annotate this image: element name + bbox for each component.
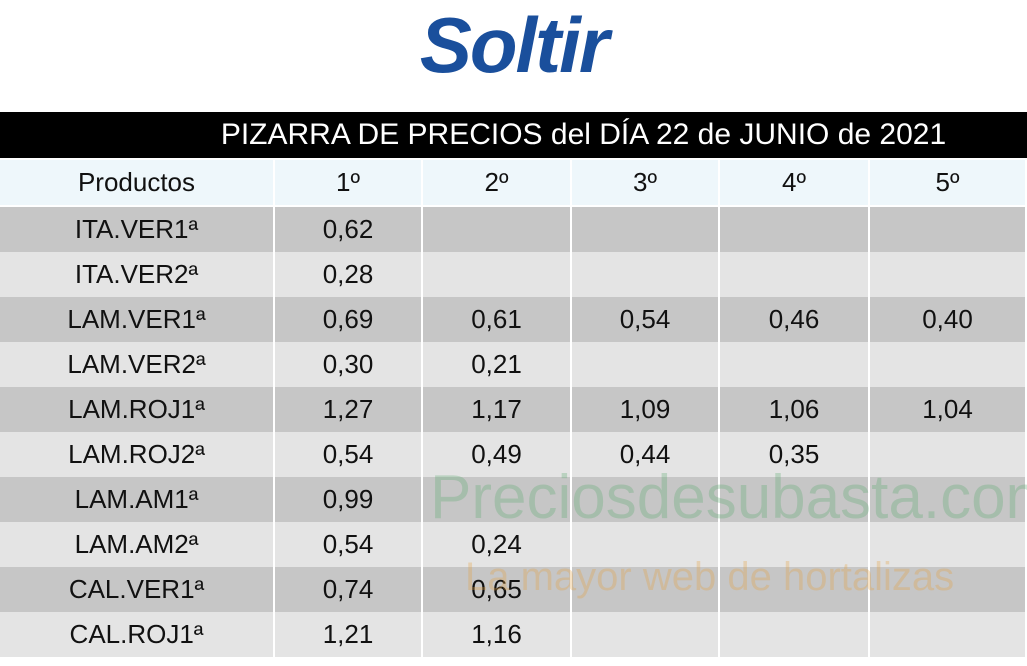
product-cell: CAL.VER1ª [0, 567, 275, 612]
price-cell: 0,40 [870, 297, 1027, 342]
product-cell: ITA.VER2ª [0, 252, 275, 297]
product-cell: LAM.VER1ª [0, 297, 275, 342]
empty-cell [423, 477, 572, 522]
price-cell: 1,27 [275, 387, 423, 432]
price-cell: 0,24 [423, 522, 572, 567]
price-cell: 0,65 [423, 567, 572, 612]
product-cell: LAM.AM2ª [0, 522, 275, 567]
column-header: 4º [720, 160, 870, 205]
price-cell: 0,28 [275, 252, 423, 297]
empty-cell [870, 252, 1027, 297]
empty-cell [870, 567, 1027, 612]
empty-cell [720, 522, 870, 567]
price-cell: 0,54 [275, 522, 423, 567]
logo-text: Soltir [419, 1, 609, 89]
price-cell: 0,69 [275, 297, 423, 342]
empty-cell [870, 342, 1027, 387]
product-cell: ITA.VER1ª [0, 207, 275, 252]
product-cell: LAM.ROJ1ª [0, 387, 275, 432]
empty-cell [720, 612, 870, 657]
price-cell: 0,54 [572, 297, 720, 342]
price-cell: 0,46 [720, 297, 870, 342]
empty-cell [423, 252, 572, 297]
empty-cell [870, 432, 1027, 477]
price-cell: 0,30 [275, 342, 423, 387]
empty-cell [572, 477, 720, 522]
price-cell: 0,21 [423, 342, 572, 387]
price-cell: 1,06 [720, 387, 870, 432]
column-header: 5º [870, 160, 1027, 205]
empty-cell [870, 207, 1027, 252]
price-cell: 0,54 [275, 432, 423, 477]
price-cell: 0,99 [275, 477, 423, 522]
empty-cell [870, 522, 1027, 567]
empty-cell [572, 567, 720, 612]
price-cell: 0,44 [572, 432, 720, 477]
price-cell: 1,16 [423, 612, 572, 657]
column-header: 2º [423, 160, 572, 205]
price-cell: 0,61 [423, 297, 572, 342]
empty-cell [720, 567, 870, 612]
price-cell: 0,35 [720, 432, 870, 477]
empty-cell [720, 477, 870, 522]
price-cell: 1,04 [870, 387, 1027, 432]
price-cell: 0,62 [275, 207, 423, 252]
empty-cell [572, 342, 720, 387]
price-cell: 1,17 [423, 387, 572, 432]
empty-cell [720, 252, 870, 297]
empty-cell [572, 207, 720, 252]
empty-cell [572, 252, 720, 297]
empty-cell [870, 477, 1027, 522]
product-cell: LAM.AM1ª [0, 477, 275, 522]
price-cell: 0,49 [423, 432, 572, 477]
column-header: Productos [0, 160, 275, 205]
empty-cell [720, 342, 870, 387]
column-header: 3º [572, 160, 720, 205]
product-cell: LAM.ROJ2ª [0, 432, 275, 477]
logo: Soltir [0, 0, 1027, 110]
column-header: 1º [275, 160, 423, 205]
price-cell: 1,09 [572, 387, 720, 432]
price-cell: 1,21 [275, 612, 423, 657]
empty-cell [720, 207, 870, 252]
product-cell: CAL.ROJ1ª [0, 612, 275, 657]
empty-cell [572, 522, 720, 567]
empty-cell [870, 612, 1027, 657]
price-cell: 0,74 [275, 567, 423, 612]
title-bar: PIZARRA DE PRECIOS del DÍA 22 de JUNIO d… [0, 112, 1027, 158]
empty-cell [423, 207, 572, 252]
empty-cell [572, 612, 720, 657]
product-cell: LAM.VER2ª [0, 342, 275, 387]
